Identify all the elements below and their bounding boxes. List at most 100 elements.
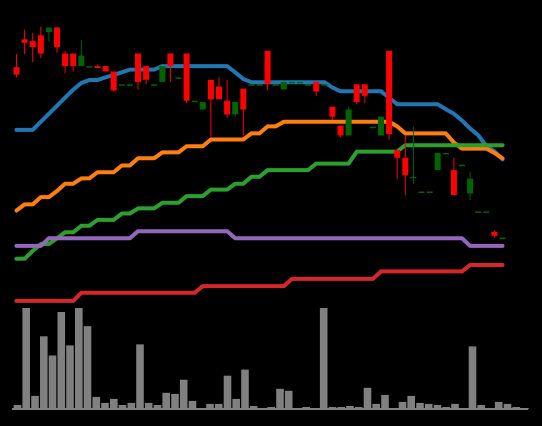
candle-body	[491, 232, 498, 236]
candle-body	[167, 53, 174, 67]
candle-body	[183, 53, 190, 101]
candle-body	[378, 116, 384, 136]
volume-bar	[451, 403, 459, 409]
volume-bar	[110, 398, 118, 409]
volume-bar	[424, 403, 433, 409]
candle-body	[450, 170, 457, 195]
volume-bar	[477, 405, 485, 409]
volume-bar	[214, 403, 223, 409]
volume-bar	[171, 393, 179, 409]
volume-bar	[416, 402, 424, 409]
candle-body	[86, 66, 93, 68]
candle-body	[483, 211, 490, 213]
indicator-line-5	[14, 263, 505, 303]
candle-body	[402, 157, 409, 176]
candle-body	[45, 27, 52, 33]
candle-body	[143, 66, 150, 80]
candle-body	[207, 79, 214, 100]
volume-bar	[40, 336, 48, 409]
candle-body	[386, 50, 393, 135]
candle-body	[175, 77, 182, 79]
volume-bar	[153, 405, 162, 409]
candle-body	[70, 53, 77, 67]
volume-bar	[363, 387, 372, 409]
volume-bar	[83, 326, 92, 409]
volume-bar	[249, 406, 258, 409]
candle-body	[426, 191, 433, 193]
candle-body	[297, 81, 303, 84]
indicator-line-3	[14, 143, 505, 261]
candle-body	[280, 81, 287, 90]
volume-bar	[136, 344, 144, 409]
indicator-line-1	[14, 64, 505, 162]
candle-body	[442, 152, 449, 155]
volume-bar	[223, 375, 232, 409]
candle-body	[345, 109, 352, 136]
volume-bar	[144, 402, 153, 409]
volume-bar	[75, 308, 83, 409]
volume-bar	[162, 392, 170, 409]
candle-body	[272, 84, 279, 86]
candle-body	[151, 84, 158, 86]
candle-body	[78, 55, 85, 67]
price-panel	[13, 26, 506, 303]
candle-body	[94, 66, 101, 68]
volume-bar	[101, 402, 109, 409]
candle-body	[256, 84, 263, 86]
volume-bar	[241, 369, 249, 409]
volume-bar	[127, 402, 136, 409]
candle-body	[102, 66, 109, 72]
candle-body	[216, 86, 222, 100]
candle-body	[288, 81, 295, 84]
candle-body	[224, 100, 231, 115]
volume-bar	[48, 355, 57, 409]
candle-body	[321, 84, 328, 86]
candle-body	[394, 150, 401, 158]
volume-bar	[22, 308, 30, 409]
volume-bar	[92, 396, 101, 409]
volume-bar	[66, 345, 74, 409]
candle-body	[232, 102, 239, 115]
candle-body	[29, 41, 36, 48]
volume-bar	[372, 403, 380, 409]
volume-bar	[398, 401, 407, 409]
volume-bar	[381, 394, 389, 409]
volume-bar	[346, 406, 354, 409]
volume-bar	[232, 398, 240, 409]
volume-bar	[179, 379, 188, 409]
volume-bar	[284, 390, 293, 409]
indicator-line-4	[14, 229, 505, 248]
candle-body	[264, 50, 271, 85]
candle-body	[434, 152, 441, 171]
volume-bar	[31, 395, 39, 409]
candle-body	[467, 178, 474, 194]
volume-panel	[12, 308, 529, 410]
candle-body	[126, 84, 133, 86]
volume-bar	[118, 405, 127, 409]
volume-bar	[319, 308, 328, 409]
candle-body	[199, 102, 206, 110]
candle-body	[118, 84, 125, 86]
volume-bar	[276, 388, 284, 409]
indicator-line-2	[14, 119, 505, 213]
volume-bar	[57, 312, 66, 409]
volume-bar	[433, 405, 442, 409]
volume-bar	[188, 400, 197, 409]
candle-body	[21, 39, 28, 43]
volume-bar	[503, 403, 512, 409]
candle-body	[410, 176, 417, 179]
candle-body	[240, 88, 247, 110]
candle-body	[54, 27, 60, 48]
volume-bar	[206, 403, 214, 409]
candle-body	[337, 125, 344, 136]
candle-body	[159, 66, 166, 82]
candle-body	[305, 84, 312, 86]
candle-body	[499, 237, 506, 240]
candle-body	[313, 81, 320, 92]
candle-body	[369, 126, 376, 129]
candle-body	[361, 84, 368, 96]
candle-body	[248, 84, 255, 86]
candle-body	[37, 35, 44, 54]
volume-bar	[13, 405, 22, 409]
